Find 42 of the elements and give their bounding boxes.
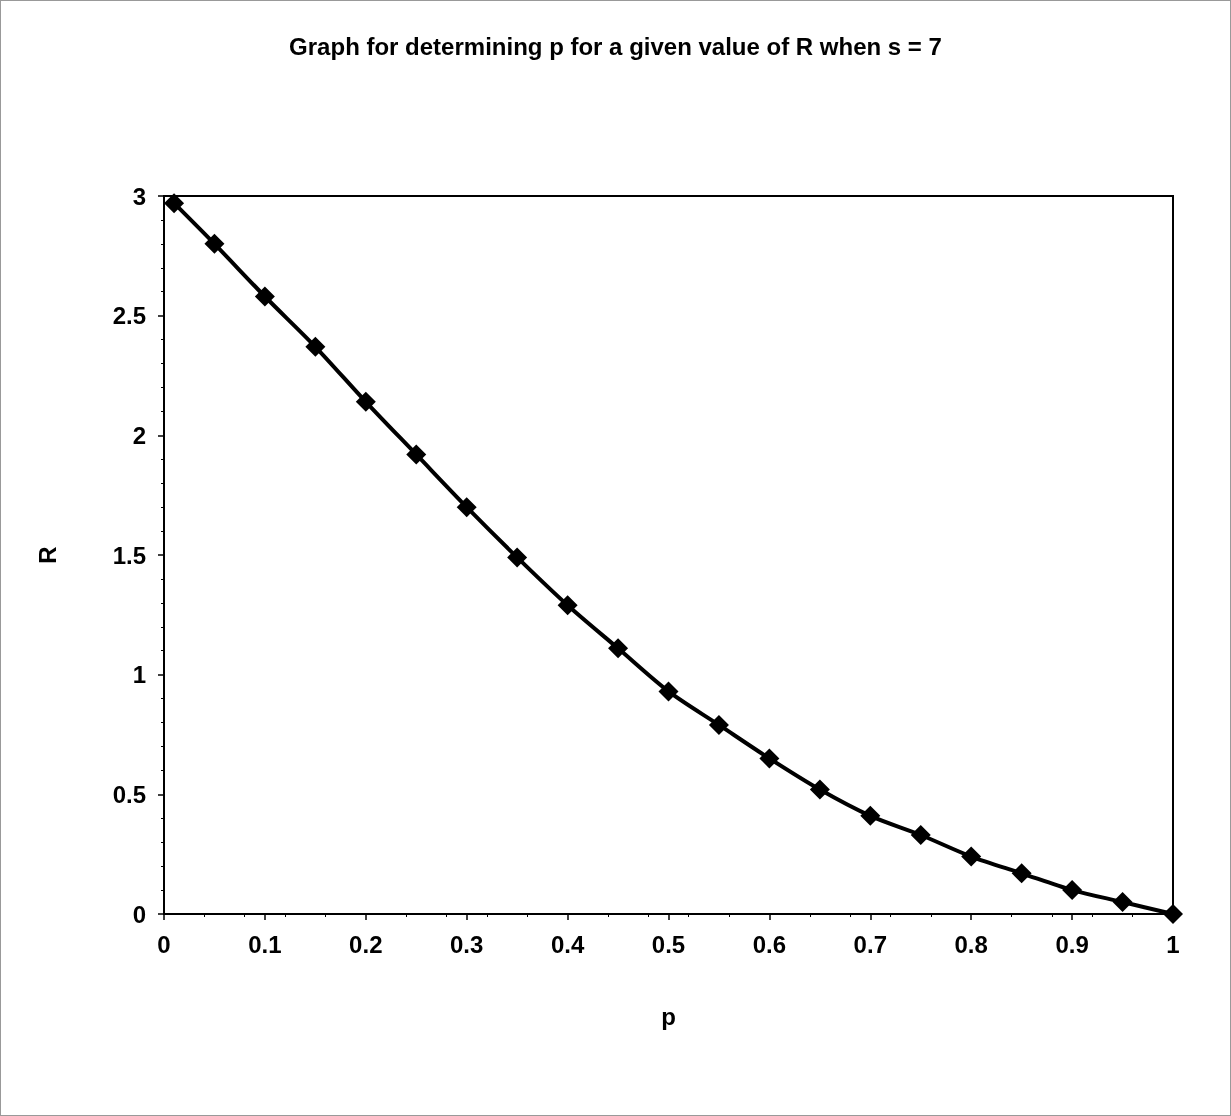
point [1011,863,1032,884]
y-tick-label: 1 [132,661,146,689]
chart-title: Graph for determining p for a given value of R when s = 7 [289,32,942,60]
point [1163,904,1183,924]
point [254,286,275,307]
y-axis-title: R [33,546,61,564]
point [164,193,185,214]
x-tick-label: 0 [157,930,171,958]
point [658,681,679,702]
y-tick-label: 2 [132,421,146,449]
point [557,595,578,616]
point [507,547,528,568]
x-tick-label: 0.7 [853,930,887,958]
x-tick-label: 1 [1166,930,1180,958]
point [860,805,881,826]
point [355,391,376,412]
x-tick-label: 0.8 [954,930,988,958]
point [456,497,477,518]
x-tick-label: 0.6 [752,930,787,958]
point [1062,880,1083,901]
point [1112,892,1133,913]
point [759,748,780,769]
x-tick-label: 0.3 [450,930,484,958]
point [910,825,931,846]
x-tick-label: 0.2 [349,930,383,958]
point [961,846,982,867]
point [809,779,830,800]
x-tick-label: 0.9 [1055,930,1089,958]
x-tick-label: 0.4 [550,930,585,958]
x-tick-label: 0.1 [248,930,282,958]
point [608,638,629,659]
x-axis-title: p [661,1002,676,1030]
y-tick-label: 0 [132,900,146,928]
point [204,233,225,254]
y-tick-label: 0.5 [112,780,146,808]
y-tick-label: 2.5 [112,302,146,330]
point [406,444,427,465]
y-tick-label: 3 [132,182,146,210]
point [305,336,326,357]
y-tick-label: 1.5 [112,541,146,569]
x-tick-label: 0.5 [651,930,686,958]
point [708,714,729,735]
